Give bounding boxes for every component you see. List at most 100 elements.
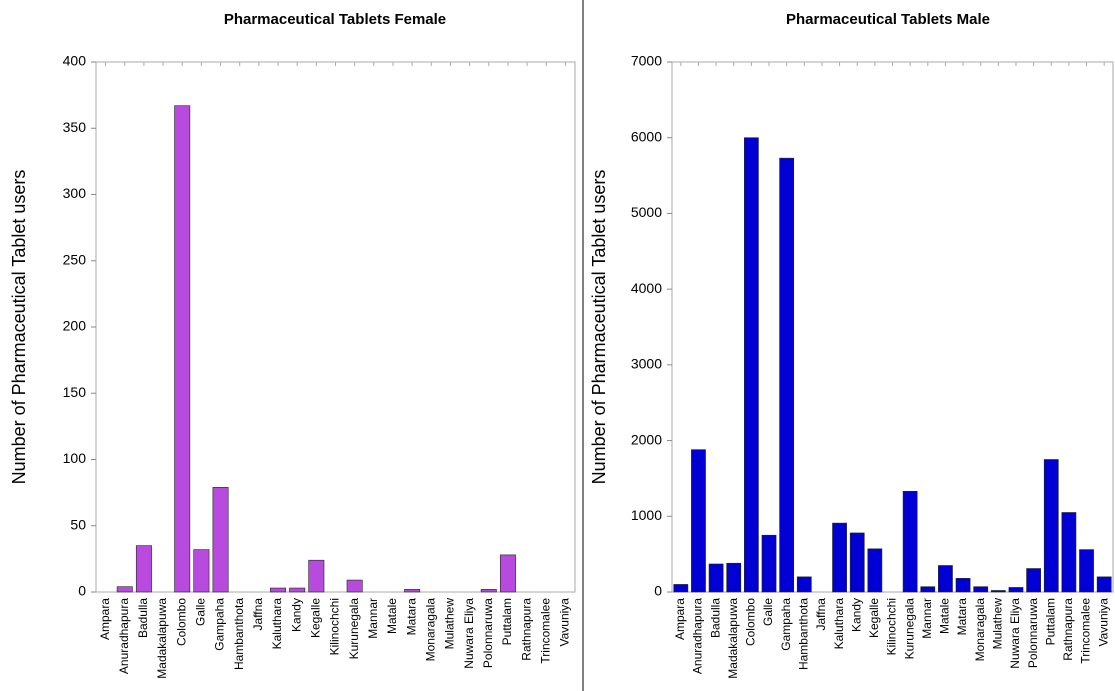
bar (499, 554, 516, 593)
x-tick-label: Kandy (849, 598, 863, 632)
bar (289, 587, 306, 593)
x-tick-label: Monaragala (423, 598, 437, 662)
bar (193, 549, 210, 593)
bar (920, 586, 936, 593)
bar (308, 559, 325, 593)
x-tick-label: Puttalam (1043, 598, 1057, 645)
x-tick-label: Polonnaruwa (481, 598, 495, 668)
x-tick-label: Rathnapura (519, 598, 533, 661)
y-tick-label: 6000 (631, 128, 662, 144)
y-tick-label: 300 (63, 185, 87, 201)
y-tick-label: 5000 (631, 204, 662, 220)
bar (174, 105, 191, 593)
x-tick-label: Polonnaruwa (1026, 598, 1040, 668)
x-tick-label: Nuwara Eliya (462, 598, 476, 669)
x-tick-label: Ampara (98, 598, 112, 640)
x-tick-label: Kaluthara (832, 598, 846, 650)
x-tick-label: Kurunegala (902, 598, 916, 660)
y-tick-label: 1000 (631, 507, 662, 523)
x-tick-label: Badulla (708, 598, 722, 638)
x-tick-label: Vavuniya (1096, 598, 1110, 647)
x-tick-label: Badulla (136, 598, 150, 638)
bar (849, 532, 865, 593)
x-tick-label: Monaragala (973, 598, 987, 662)
x-tick-label: Trincomalee (1079, 598, 1093, 664)
y-tick-label: 2000 (631, 431, 662, 447)
plot-frame (95, 61, 576, 593)
y-axis-label: Number of Pharmaceutical Tablet users (589, 170, 609, 485)
x-tick-label: Mannar (366, 598, 380, 639)
x-tick-label: Trincomalee (538, 598, 552, 664)
x-tick-label: Mulathew (991, 598, 1005, 650)
x-tick-label: Colombo (744, 598, 758, 646)
y-tick-label: 100 (63, 450, 87, 466)
chart-title: Pharmaceutical Tablets Female (224, 11, 446, 28)
bar (867, 548, 883, 593)
x-tick-label: Puttalam (500, 598, 514, 645)
x-tick-label: Rathnapura (1061, 598, 1075, 661)
bar (1008, 587, 1024, 593)
x-tick-label: Galle (194, 598, 208, 626)
y-tick-label: 0 (78, 583, 86, 599)
bar (1079, 549, 1094, 593)
y-tick-label: 400 (63, 53, 87, 69)
y-tick-label: 350 (63, 119, 87, 135)
x-tick-label: Matara (404, 598, 418, 636)
bar (796, 576, 812, 593)
bar (116, 586, 133, 593)
bar (270, 587, 286, 593)
x-tick-label: Kurunegala (347, 598, 361, 660)
bar (779, 157, 795, 593)
bar (1061, 512, 1077, 593)
x-tick-label: Anuradhapura (117, 598, 131, 674)
bar (744, 137, 759, 593)
bar (938, 565, 953, 593)
x-tick-label: Kegalle (867, 598, 881, 638)
bar (1026, 568, 1041, 593)
y-tick-label: 200 (63, 318, 87, 334)
bar (480, 589, 497, 593)
y-tick-label: 0 (654, 583, 662, 599)
x-tick-label: Madakalapuwa (726, 598, 740, 679)
x-tick-label: Mulathew (443, 598, 457, 650)
bar (135, 545, 152, 593)
x-tick-label: Jaffna (251, 598, 265, 631)
x-tick-label: Jaffna (814, 598, 828, 631)
x-tick-label: Madakalapuwa (155, 598, 169, 679)
bar (673, 584, 689, 593)
x-tick-label: Matale (385, 598, 399, 634)
y-tick-label: 50 (70, 516, 86, 532)
x-tick-label: Ampara (673, 598, 687, 640)
x-tick-label: Gampaha (779, 598, 793, 651)
y-axis-label: Number of Pharmaceutical Tablet users (9, 170, 29, 485)
x-tick-label: Hambanthota (796, 598, 810, 670)
x-tick-label: Vavuniya (558, 598, 572, 647)
bar (955, 578, 971, 593)
bar (973, 586, 989, 593)
bar (1096, 576, 1112, 593)
x-tick-label: Nuwara Eliya (1008, 598, 1022, 669)
bar (691, 449, 706, 593)
x-tick-label: Anuradhapura (691, 598, 705, 674)
x-tick-label: Galle (761, 598, 775, 626)
bar (346, 579, 363, 593)
bar (212, 487, 229, 593)
x-tick-label: Matara (955, 598, 969, 636)
x-tick-label: Kilinochchi (328, 598, 342, 655)
x-tick-label: Hambanthota (232, 598, 246, 670)
chart-title: Pharmaceutical Tablets Male (786, 11, 990, 28)
bar (761, 534, 777, 593)
x-tick-label: Mannar (920, 598, 934, 639)
y-tick-label: 4000 (631, 280, 662, 296)
y-tick-label: 3000 (631, 356, 662, 372)
x-tick-label: Kaluthara (270, 598, 284, 650)
y-tick-label: 250 (63, 251, 87, 267)
y-tick-label: 7000 (631, 53, 662, 69)
bar (1043, 459, 1059, 593)
bar (404, 589, 421, 593)
x-tick-label: Colombo (174, 598, 188, 646)
bar (832, 522, 847, 593)
bar (902, 490, 918, 593)
bar (708, 563, 724, 593)
